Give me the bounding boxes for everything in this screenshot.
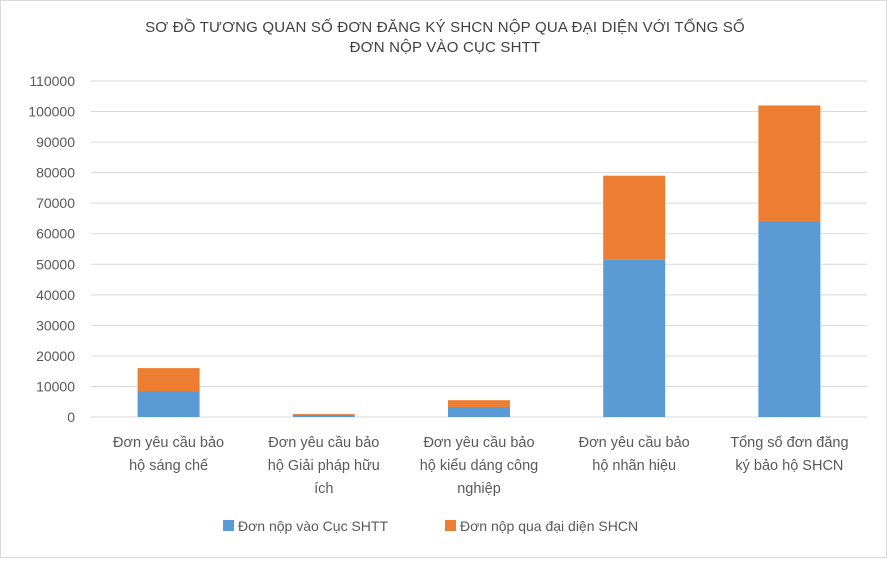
legend: Đơn nộp vào Cục SHTT Đơn nộp qua đại diện…: [223, 518, 638, 534]
y-tick-label: 110000: [29, 73, 75, 89]
x-category-label: Tổng số đơn đăng: [730, 435, 848, 451]
chart-title: SƠ ĐỒ TƯƠNG QUAN SỐ ĐƠN ĐĂNG KÝ SHCN NỘP…: [145, 18, 745, 56]
y-tick-label: 90000: [36, 134, 75, 150]
bars: [138, 105, 821, 417]
y-tick-label: 100000: [28, 104, 75, 120]
x-category-label: hộ nhãn hiệu: [592, 458, 676, 474]
bar-segment-cuc-shtt: [448, 407, 510, 417]
x-category-label: nghiệp: [457, 481, 501, 497]
y-tick-label: 80000: [36, 165, 75, 181]
y-tick-label: 0: [67, 409, 75, 425]
bar-segment-dai-dien-shcn: [603, 176, 665, 260]
legend-swatch: [445, 520, 456, 531]
x-category-label: hộ sáng chế: [129, 458, 208, 474]
y-tick-label: 20000: [36, 348, 75, 364]
bar-segment-cuc-shtt: [138, 391, 200, 417]
x-category-label: ích: [314, 481, 333, 497]
legend-label: Đơn nộp qua đại diện SHCN: [460, 518, 638, 534]
bar-segment-cuc-shtt: [758, 222, 820, 417]
x-category-label: ký bảo hộ SHCN: [735, 458, 843, 474]
bar-segment-dai-dien-shcn: [293, 414, 355, 415]
y-axis-tick-labels: 0 10000 20000 30000 40000 50000 60000 70000 8000…: [28, 73, 75, 425]
bar-segment-dai-dien-shcn: [448, 400, 510, 407]
x-category-label: hộ Giải pháp hữu: [268, 458, 380, 474]
x-category-label: hộ kiểu dáng công: [420, 458, 539, 474]
y-tick-label: 70000: [36, 195, 75, 211]
legend-swatch: [223, 520, 234, 531]
bar-segment-cuc-shtt: [603, 260, 665, 417]
chart-title-line: ĐƠN NỘP VÀO CỤC SHTT: [350, 39, 541, 56]
bar-segment-dai-dien-shcn: [138, 368, 200, 391]
y-tick-label: 30000: [36, 317, 75, 333]
gridlines: [91, 81, 867, 417]
y-tick-label: 60000: [36, 226, 75, 242]
x-category-label: Đơn yêu cầu bảo: [268, 435, 379, 451]
x-category-label: Đơn yêu cầu bảo: [423, 435, 534, 451]
y-tick-label: 10000: [36, 378, 75, 394]
legend-label: Đơn nộp vào Cục SHTT: [238, 518, 388, 534]
y-tick-label: 50000: [36, 256, 75, 272]
x-axis-category-labels: Đơn yêu cầu bảo hộ sáng chế Đơn yêu cầu bả…: [113, 435, 849, 497]
x-category-label: Đơn yêu cầu bảo: [113, 435, 224, 451]
y-tick-label: 40000: [36, 287, 75, 303]
chart-title-line: SƠ ĐỒ TƯƠNG QUAN SỐ ĐƠN ĐĂNG KÝ SHCN NỘP…: [145, 18, 745, 36]
bar-segment-cuc-shtt: [293, 415, 355, 417]
bar-segment-dai-dien-shcn: [758, 105, 820, 221]
x-category-label: Đơn yêu cầu bảo: [579, 435, 690, 451]
